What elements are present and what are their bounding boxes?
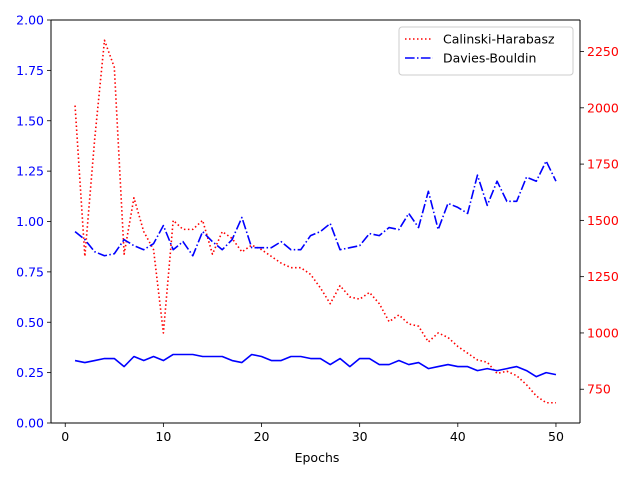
y-left-tick-label: 1.25: [16, 164, 44, 179]
x-tick-label: 50: [548, 429, 564, 444]
y-right-tick-label: 2250: [587, 44, 619, 59]
series-line-calinski-harabasz: [74, 39, 556, 404]
y-left-tick-label: 1.75: [16, 63, 44, 78]
series-line-3: [74, 353, 557, 378]
y-right-tick-label: 1750: [587, 157, 619, 172]
y-left-tick-label: 0.25: [16, 365, 44, 380]
y-left-tick-label: 0.75: [16, 264, 44, 279]
legend: Calinski-Harabasz Davies-Bouldin: [398, 26, 574, 76]
x-axis-title: Epochs: [295, 450, 340, 465]
y-right-tick-label: 2000: [587, 100, 619, 115]
y-right-tick-label: 1000: [587, 325, 619, 340]
x-tick-label: 20: [254, 429, 270, 444]
x-tick-label: 30: [352, 429, 368, 444]
series-line-davies-bouldin: [74, 160, 557, 257]
x-tick-label: 10: [155, 429, 171, 444]
y-right-tick-label: 1250: [587, 269, 619, 284]
legend-label-davies-bouldin: Davies-Bouldin: [443, 51, 536, 66]
series-layer: [74, 39, 557, 404]
x-tick-label: 0: [61, 429, 69, 444]
y-right-tick-label: 750: [587, 382, 611, 397]
y-left-tick-label: 0.50: [16, 315, 44, 330]
ticks-layer: 0 10 20 30 40 50 0.00 0.25 0.50 0.75 1.00 1.25 1.50 1…: [16, 13, 619, 445]
legend-box: [398, 26, 574, 76]
y-left-tick-label: 1.50: [16, 113, 44, 128]
x-tick-label: 40: [450, 429, 466, 444]
y-left-tick-label: 1.00: [16, 214, 44, 229]
y-left-tick-label: 0.00: [16, 416, 44, 431]
y-left-tick-label: 2.00: [16, 13, 44, 28]
y-right-tick-label: 1500: [587, 213, 619, 228]
legend-label-calinski-harabasz: Calinski-Harabasz: [443, 32, 555, 47]
